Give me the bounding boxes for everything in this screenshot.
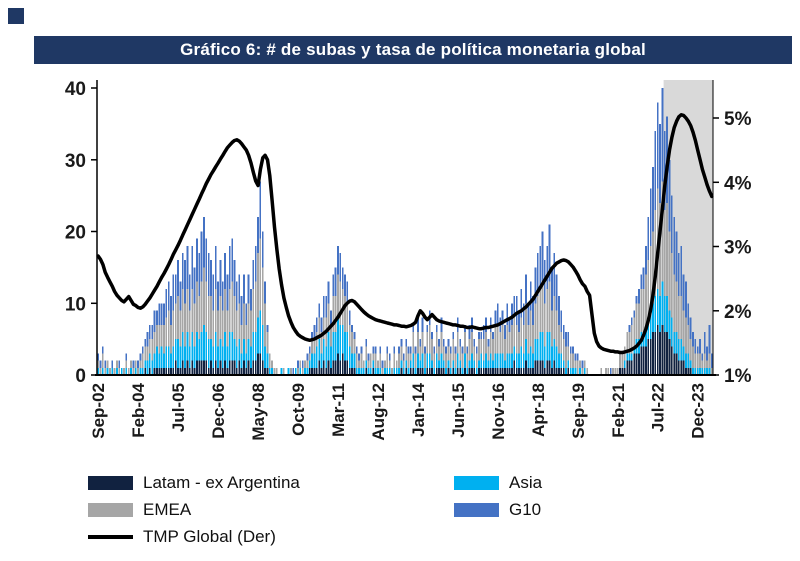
svg-text:Jul-05: Jul-05 xyxy=(169,383,188,432)
legend-swatch-latam xyxy=(88,476,133,490)
right-axis-labels: 1% 2% 3% 4% 5% xyxy=(713,109,752,387)
svg-text:Sep-19: Sep-19 xyxy=(569,383,588,439)
chart-svg: 0 10 20 30 40 1% 2% 3% 4% 5% Sep-02 Feb-04 Jul-05 Dec… xyxy=(65,79,752,441)
chart-legend: Latam - ex Argentina Asia EMEA G10 TMP G… xyxy=(88,472,768,548)
chart-title: Gráfico 6: # de subas y tasa de política… xyxy=(180,40,646,59)
svg-text:5%: 5% xyxy=(724,109,752,130)
svg-text:Sep-02: Sep-02 xyxy=(89,383,108,439)
legend-swatch-asia xyxy=(454,476,499,490)
svg-text:Dec-06: Dec-06 xyxy=(209,383,228,439)
chart-title-banner: Gráfico 6: # de subas y tasa de política… xyxy=(34,36,792,64)
svg-text:Jul-22: Jul-22 xyxy=(649,383,668,432)
svg-text:10: 10 xyxy=(65,294,86,315)
svg-text:40: 40 xyxy=(65,79,86,100)
legend-label-tmp-global: TMP Global (Der) xyxy=(143,527,276,546)
svg-text:Jan-14: Jan-14 xyxy=(409,382,428,436)
svg-text:Feb-21: Feb-21 xyxy=(609,383,628,438)
legend-item-latam: Latam - ex Argentina xyxy=(88,472,454,494)
svg-text:Feb-04: Feb-04 xyxy=(129,382,148,437)
legend-swatch-tmp-line xyxy=(88,535,133,539)
svg-text:0: 0 xyxy=(75,366,86,387)
svg-text:Jun-15: Jun-15 xyxy=(449,383,468,438)
legend-label-asia: Asia xyxy=(509,473,543,492)
svg-text:Nov-16: Nov-16 xyxy=(489,383,508,440)
legend-label-g10: G10 xyxy=(509,500,542,519)
svg-text:30: 30 xyxy=(65,151,86,172)
legend-label-latam: Latam - ex Argentina xyxy=(143,473,300,492)
svg-text:1%: 1% xyxy=(724,366,752,387)
bars-group xyxy=(97,88,713,376)
x-axis-labels: Sep-02 Feb-04 Jul-05 Dec-06 May-08 Oct-09 Mar-… xyxy=(89,382,708,440)
svg-text:Aug-12: Aug-12 xyxy=(369,383,388,441)
tmp-global-line xyxy=(96,113,714,355)
svg-text:Apr-18: Apr-18 xyxy=(529,383,548,437)
corner-decoration xyxy=(8,8,24,24)
svg-text:4%: 4% xyxy=(724,173,752,194)
legend-item-emea: EMEA xyxy=(88,499,454,521)
legend-item-tmp-global: TMP Global (Der) xyxy=(88,526,454,548)
svg-text:3%: 3% xyxy=(724,238,752,259)
legend-swatch-emea xyxy=(88,503,133,517)
svg-text:May-08: May-08 xyxy=(249,383,268,441)
svg-text:Mar-11: Mar-11 xyxy=(329,383,348,437)
left-axis-labels: 0 10 20 30 40 xyxy=(65,79,97,387)
svg-text:Oct-09: Oct-09 xyxy=(289,383,308,436)
legend-item-asia: Asia xyxy=(454,472,768,494)
svg-text:Dec-23: Dec-23 xyxy=(689,383,708,439)
svg-text:20: 20 xyxy=(65,223,86,244)
svg-text:2%: 2% xyxy=(724,302,752,323)
legend-swatch-g10 xyxy=(454,503,499,517)
legend-item-g10: G10 xyxy=(454,499,768,521)
legend-label-emea: EMEA xyxy=(143,500,192,519)
